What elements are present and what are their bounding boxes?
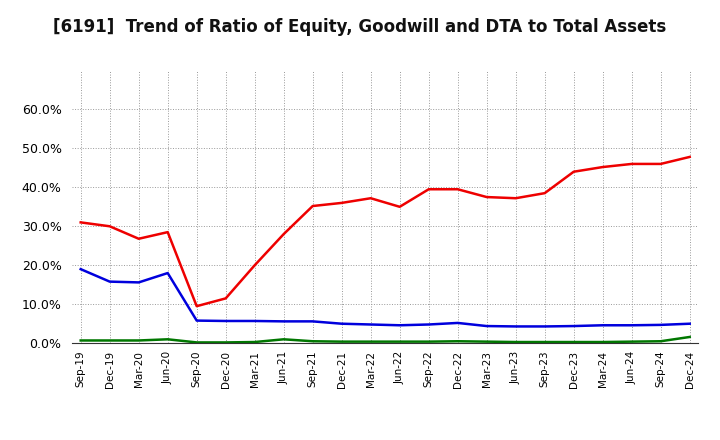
Goodwill: [338, 321, 346, 326]
Equity: [135, 236, 143, 242]
Equity: [598, 165, 607, 170]
Deferred Tax Assets: [308, 339, 317, 344]
Goodwill: [454, 320, 462, 326]
Deferred Tax Assets: [251, 339, 259, 345]
Goodwill: [251, 319, 259, 324]
Deferred Tax Assets: [482, 339, 491, 344]
Equity: [366, 196, 375, 201]
Goodwill: [366, 322, 375, 327]
Equity: [685, 154, 694, 160]
Equity: [454, 187, 462, 192]
Goodwill: [570, 323, 578, 329]
Deferred Tax Assets: [366, 339, 375, 344]
Goodwill: [511, 324, 520, 329]
Equity: [279, 231, 288, 237]
Equity: [163, 230, 172, 235]
Goodwill: [279, 319, 288, 324]
Deferred Tax Assets: [105, 338, 114, 343]
Deferred Tax Assets: [163, 337, 172, 342]
Equity: [657, 161, 665, 167]
Deferred Tax Assets: [657, 339, 665, 344]
Equity: [308, 203, 317, 209]
Goodwill: [685, 321, 694, 326]
Goodwill: [76, 267, 85, 272]
Equity: [395, 204, 404, 209]
Goodwill: [308, 319, 317, 324]
Deferred Tax Assets: [395, 339, 404, 344]
Goodwill: [657, 322, 665, 327]
Equity: [482, 194, 491, 200]
Equity: [338, 200, 346, 205]
Deferred Tax Assets: [135, 338, 143, 343]
Goodwill: [221, 319, 230, 324]
Goodwill: [395, 323, 404, 328]
Equity: [192, 304, 201, 309]
Goodwill: [105, 279, 114, 284]
Deferred Tax Assets: [424, 339, 433, 344]
Deferred Tax Assets: [598, 339, 607, 345]
Equity: [105, 224, 114, 229]
Goodwill: [163, 271, 172, 276]
Goodwill: [192, 318, 201, 323]
Deferred Tax Assets: [570, 339, 578, 345]
Deferred Tax Assets: [627, 339, 636, 344]
Equity: [221, 296, 230, 301]
Equity: [627, 161, 636, 167]
Equity: [76, 220, 85, 225]
Equity: [251, 263, 259, 268]
Deferred Tax Assets: [454, 339, 462, 344]
Deferred Tax Assets: [511, 339, 520, 345]
Deferred Tax Assets: [338, 339, 346, 344]
Line: Deferred Tax Assets: Deferred Tax Assets: [81, 337, 690, 342]
Goodwill: [598, 323, 607, 328]
Line: Equity: Equity: [81, 157, 690, 306]
Deferred Tax Assets: [541, 339, 549, 345]
Equity: [424, 187, 433, 192]
Deferred Tax Assets: [76, 338, 85, 343]
Goodwill: [482, 323, 491, 329]
Goodwill: [627, 323, 636, 328]
Deferred Tax Assets: [685, 334, 694, 340]
Text: [6191]  Trend of Ratio of Equity, Goodwill and DTA to Total Assets: [6191] Trend of Ratio of Equity, Goodwil…: [53, 18, 667, 36]
Line: Goodwill: Goodwill: [81, 269, 690, 326]
Deferred Tax Assets: [279, 337, 288, 342]
Goodwill: [135, 280, 143, 285]
Equity: [570, 169, 578, 174]
Equity: [541, 191, 549, 196]
Goodwill: [541, 324, 549, 329]
Equity: [511, 196, 520, 201]
Deferred Tax Assets: [221, 340, 230, 345]
Deferred Tax Assets: [192, 340, 201, 345]
Goodwill: [424, 322, 433, 327]
